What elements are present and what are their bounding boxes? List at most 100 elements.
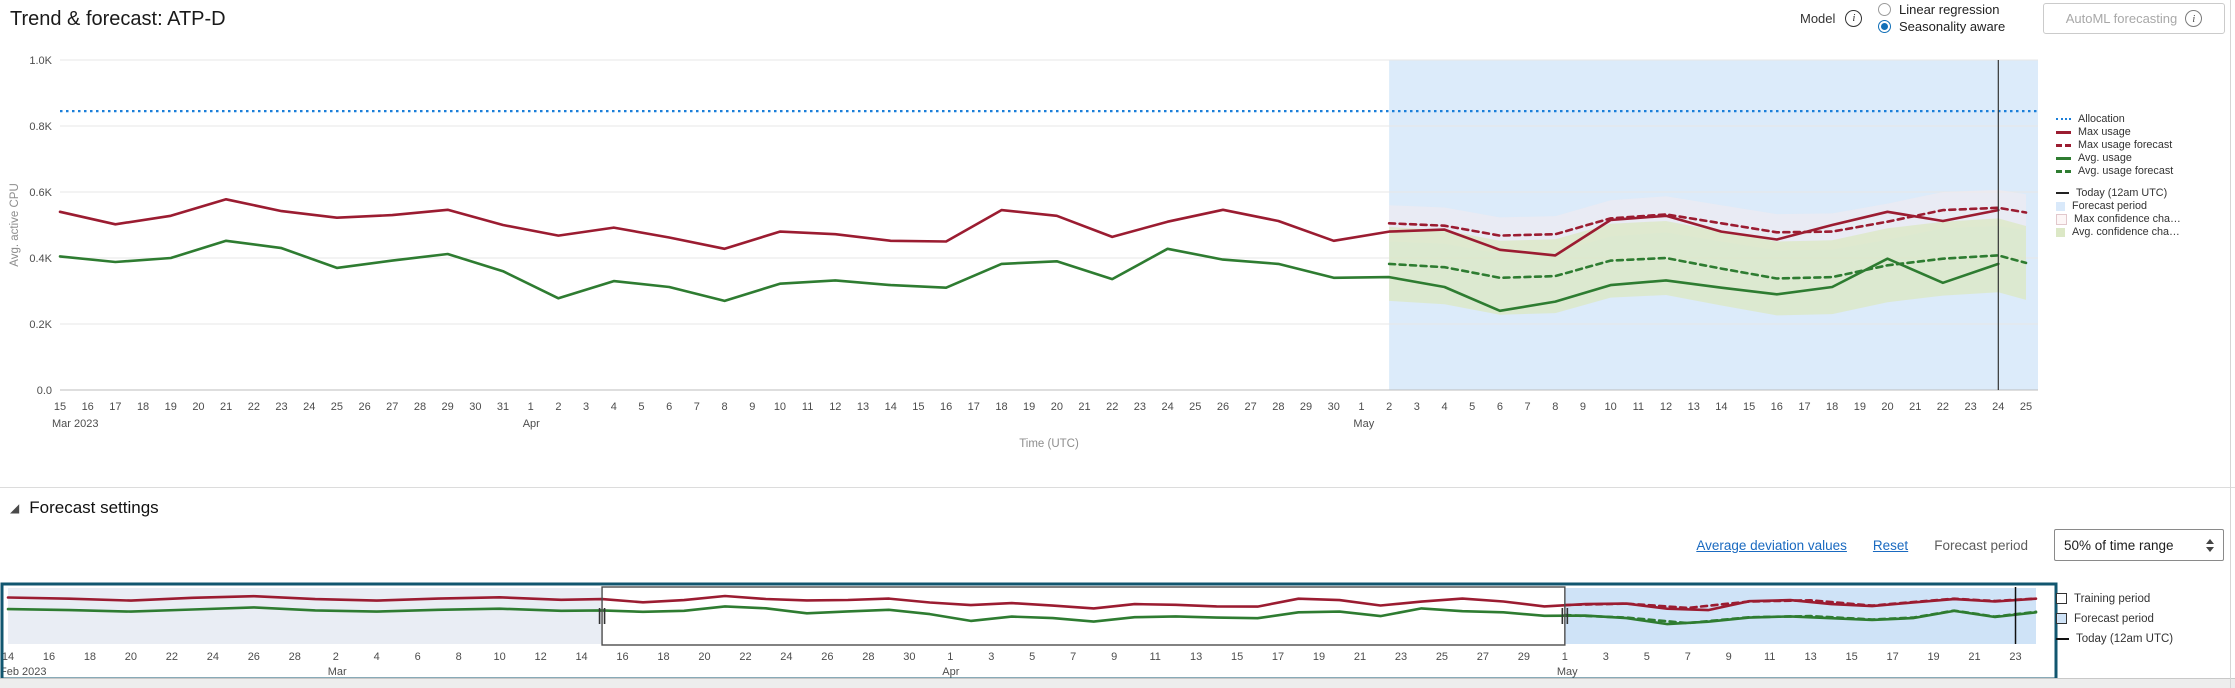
x-tick-label: 22 — [1937, 401, 1949, 413]
square-marker-icon — [2056, 593, 2067, 604]
legend-label: Avg. usage forecast — [2078, 165, 2174, 177]
x-tick-label: 21 — [1354, 651, 1366, 663]
model-info-icon[interactable]: i — [1845, 9, 1863, 27]
x-tick-label: 16 — [940, 401, 952, 413]
x-tick-label: 29 — [1518, 651, 1530, 663]
x-tick-label: 23 — [1395, 651, 1407, 663]
x-tick-label: 22 — [1106, 401, 1118, 413]
forecast-period-select[interactable]: 50% of time range — [2054, 529, 2224, 561]
x-tick-label: 28 — [862, 651, 874, 663]
x-tick-label: 6 — [415, 651, 421, 663]
x-tick-label: 9 — [1580, 401, 1586, 413]
x-tick-label: 11 — [1764, 651, 1775, 663]
x-tick-label: 15 — [54, 401, 66, 413]
x-tick-label: 17 — [109, 401, 121, 413]
average-deviation-values-link[interactable]: Average deviation values — [1696, 537, 1847, 553]
legend-item-forecast-period[interactable]: Forecast period — [2056, 612, 2232, 625]
legend-item-max-usage[interactable]: Max usage — [2056, 126, 2232, 138]
x-tick-label: 18 — [1826, 401, 1838, 413]
automl-button-label: AutoML forecasting — [2065, 11, 2178, 26]
radio-linear-regression[interactable]: Linear regression — [1878, 1, 2005, 17]
legend-label: Allocation — [2078, 113, 2125, 125]
x-tick-label: 7 — [1070, 651, 1076, 663]
x-tick-label: 4 — [611, 401, 617, 413]
x-tick-label: 20 — [1051, 401, 1063, 413]
x-tick-label: 14 — [2, 651, 14, 663]
x-tick-label: 28 — [289, 651, 301, 663]
x-tick-label: 1 — [1358, 401, 1364, 413]
y-tick-label: 0.8K — [29, 121, 52, 133]
forecast-settings-header[interactable]: ◢ Forecast settings — [10, 498, 159, 518]
x-tick-label: 11 — [802, 401, 813, 413]
legend-label: Max usage — [2078, 126, 2131, 138]
x-tick-label: 25 — [2020, 401, 2032, 413]
x-tick-label: 19 — [165, 401, 177, 413]
training-period-brush[interactable] — [601, 586, 1566, 646]
solid-marker-icon — [2056, 130, 2071, 134]
x-tick-label: 23 — [1134, 401, 1146, 413]
square-marker-icon — [2056, 213, 2067, 225]
x-tick-label: 16 — [616, 651, 628, 663]
x-tick-label: 25 — [1189, 401, 1201, 413]
legend-item-today-am-utc-[interactable]: Today (12am UTC) — [2056, 187, 2232, 199]
horizontal-scrollbar[interactable] — [0, 678, 2235, 688]
x-tick-label: 20 — [698, 651, 710, 663]
legend-item-training-period[interactable]: Training period — [2056, 592, 2232, 605]
series-max-usage — [58, 198, 2000, 257]
legend-label: Training period — [2074, 592, 2151, 605]
forecast-controls-row: Average deviation values Reset Forecast … — [1650, 528, 2224, 562]
x-tick-label: 25 — [1436, 651, 1448, 663]
x-tick-label: 2 — [333, 651, 339, 663]
reset-link[interactable]: Reset — [1872, 537, 1909, 553]
legend-label: Forecast period — [2072, 200, 2148, 212]
legend-item-forecast-period[interactable]: Forecast period — [2056, 200, 2232, 212]
forecast-period-value: 50% of time range — [2064, 537, 2174, 553]
x-tick-label: 13 — [1688, 401, 1700, 413]
x-tick-label: 3 — [1414, 401, 1420, 413]
legend-item-avg-usage[interactable]: Avg. usage — [2056, 152, 2232, 164]
square-marker-icon — [2056, 613, 2067, 624]
x-tick-label: 6 — [666, 401, 672, 413]
x-tick-label: 10 — [1605, 401, 1617, 413]
series-max-usage-forecast — [1387, 206, 2028, 237]
radio-circle-icon — [1878, 19, 1891, 33]
legend-item-today-am-utc-[interactable]: Today (12am UTC) — [2056, 632, 2232, 645]
legend-item-allocation[interactable]: Allocation — [2056, 113, 2232, 125]
legend-item-max-confidence-cha-[interactable]: Max confidence cha… — [2056, 213, 2232, 225]
legend-item-max-usage-forecast[interactable]: Max usage forecast — [2056, 139, 2232, 151]
x-tick-label: 15 — [1846, 651, 1858, 663]
dashed-marker-icon — [2056, 143, 2071, 147]
legend-item-avg-usage-forecast[interactable]: Avg. usage forecast — [2056, 165, 2232, 177]
legend-label: Avg. usage — [2078, 152, 2132, 164]
automl-forecasting-button[interactable]: AutoML forecasting i — [2043, 3, 2225, 34]
x-tick-label: 13 — [857, 401, 869, 413]
radio-seasonality-aware[interactable]: Seasonality aware — [1878, 18, 2005, 34]
x-tick-label: 9 — [749, 401, 755, 413]
solid-marker-icon — [2056, 156, 2071, 160]
pre-training-region — [8, 588, 603, 644]
x-tick-label: 22 — [166, 651, 178, 663]
x-tick-label: 5 — [1644, 651, 1650, 663]
x-tick-label: 5 — [1029, 651, 1035, 663]
x-tick-label: 19 — [1023, 401, 1035, 413]
x-tick-label: 3 — [1603, 651, 1609, 663]
y-tick-label: 0.4K — [29, 253, 52, 265]
x-tick-label: 21 — [1078, 401, 1090, 413]
x-tick-label: 19 — [1927, 651, 1939, 663]
x-tick-label: 19 — [1313, 651, 1325, 663]
x-tick-label: 13 — [1805, 651, 1817, 663]
x-tick-label: 30 — [1328, 401, 1340, 413]
x-tick-label: 24 — [303, 401, 315, 413]
automl-info-icon[interactable]: i — [2185, 10, 2203, 27]
x-tick-label: 18 — [137, 401, 149, 413]
y-tick-label: 0.6K — [29, 187, 52, 199]
legend-label: Forecast period — [2074, 612, 2154, 625]
x-tick-label: 29 — [1300, 401, 1312, 413]
x-tick-label: 23 — [275, 401, 287, 413]
x-tick-label: 4 — [1441, 401, 1447, 413]
legend-item-avg-confidence-cha-[interactable]: Avg. confidence cha… — [2056, 226, 2232, 238]
x-tick-label: 9 — [1726, 651, 1732, 663]
mini-chart-legend: Training period Forecast period Today (12a… — [2056, 592, 2232, 645]
x-tick-label: 13 — [1190, 651, 1202, 663]
